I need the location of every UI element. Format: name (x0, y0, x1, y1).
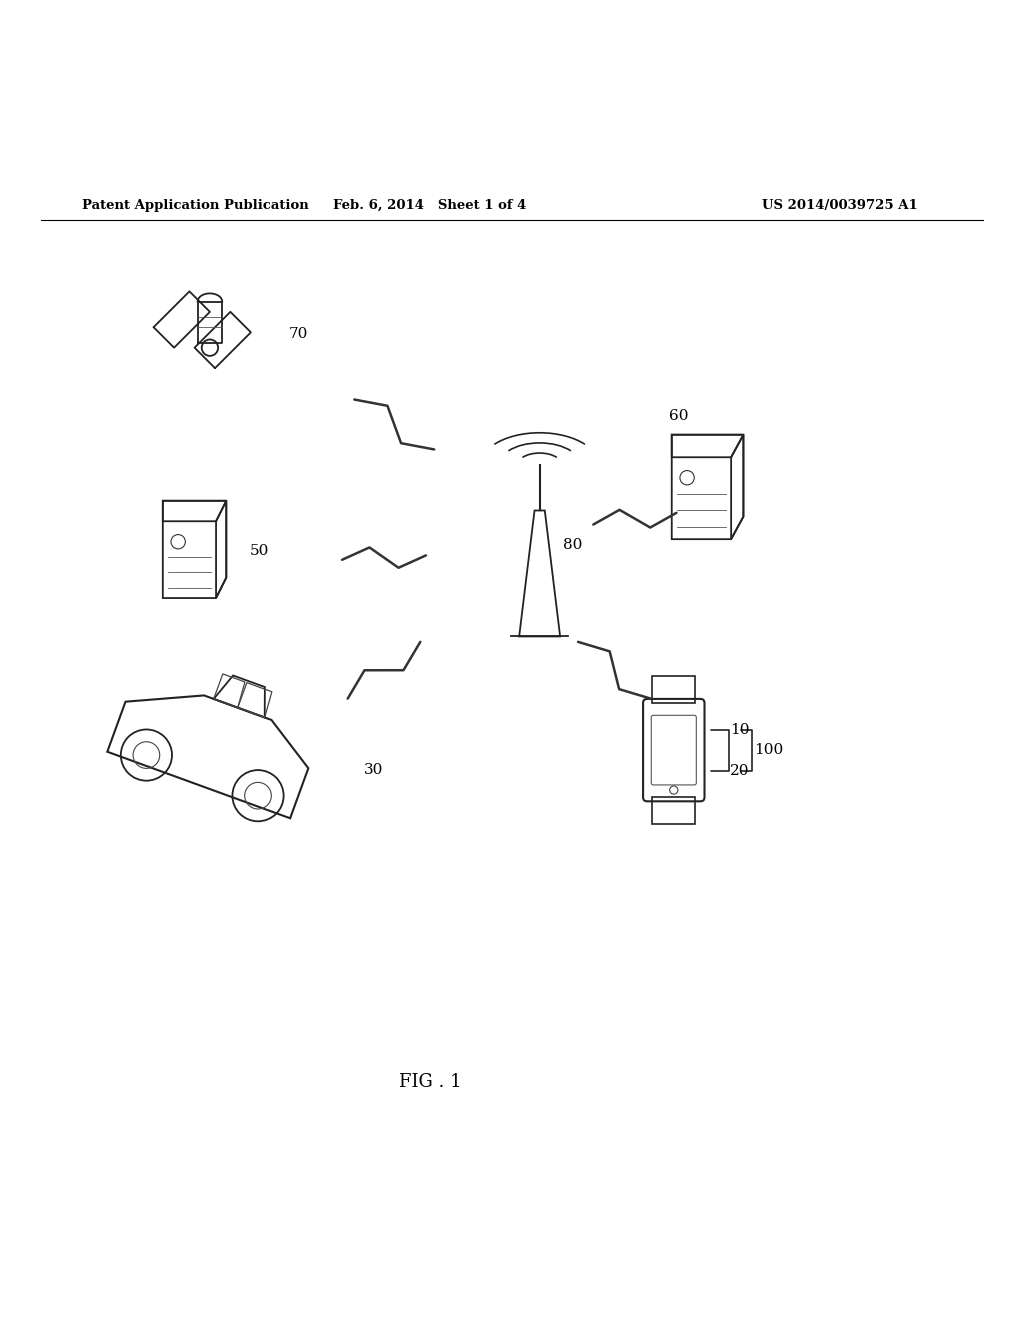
Text: US 2014/0039725 A1: US 2014/0039725 A1 (762, 199, 918, 211)
Text: Patent Application Publication: Patent Application Publication (82, 199, 308, 211)
Text: 80: 80 (563, 539, 583, 552)
Text: Feb. 6, 2014   Sheet 1 of 4: Feb. 6, 2014 Sheet 1 of 4 (334, 199, 526, 211)
Text: 50: 50 (250, 544, 269, 558)
Text: 10: 10 (730, 722, 750, 737)
Text: 20: 20 (730, 763, 750, 777)
Text: FIG . 1: FIG . 1 (398, 1073, 462, 1090)
Text: 30: 30 (364, 763, 383, 776)
Text: 70: 70 (289, 327, 308, 342)
Text: 100: 100 (754, 743, 783, 758)
Text: 60: 60 (669, 409, 688, 424)
